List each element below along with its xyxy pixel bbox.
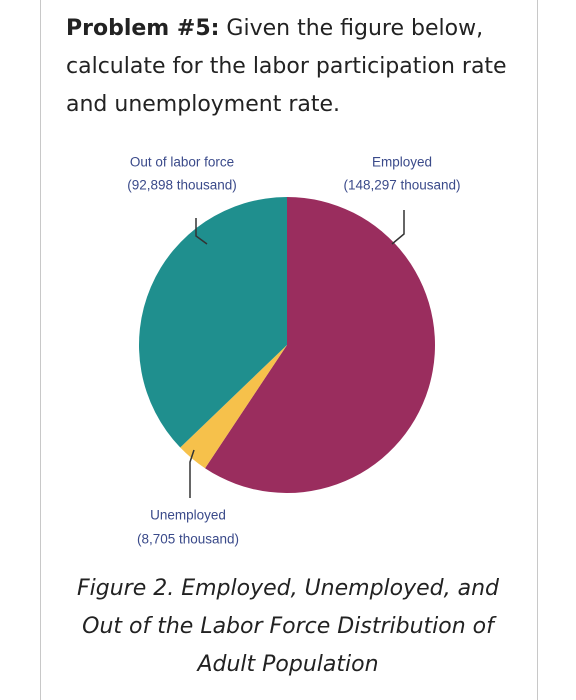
category-label: Out of labor force	[130, 155, 234, 170]
problem: Problem #5: Given the figure below, calc…	[66, 10, 526, 124]
leader-line	[195, 218, 208, 245]
pie-slice	[138, 197, 287, 448]
problem-text: Given the figure below, calculate for th…	[66, 16, 507, 117]
leader-line	[391, 210, 405, 245]
leader-line	[189, 449, 195, 498]
pie-slice	[180, 345, 287, 469]
category-label: Employed	[372, 155, 432, 170]
pie-slice	[205, 197, 435, 493]
frame	[40, 0, 538, 700]
caption: Figure 2. Employed, Unemployed, and Out …	[76, 576, 500, 677]
value-label: (8,705 thousand)	[137, 532, 239, 547]
category-label: Unemployed	[150, 508, 226, 523]
problem-label: Problem #5:	[66, 16, 220, 41]
value-label: (148,297 thousand)	[343, 178, 460, 193]
value-label: (92,898 thousand)	[127, 178, 237, 193]
